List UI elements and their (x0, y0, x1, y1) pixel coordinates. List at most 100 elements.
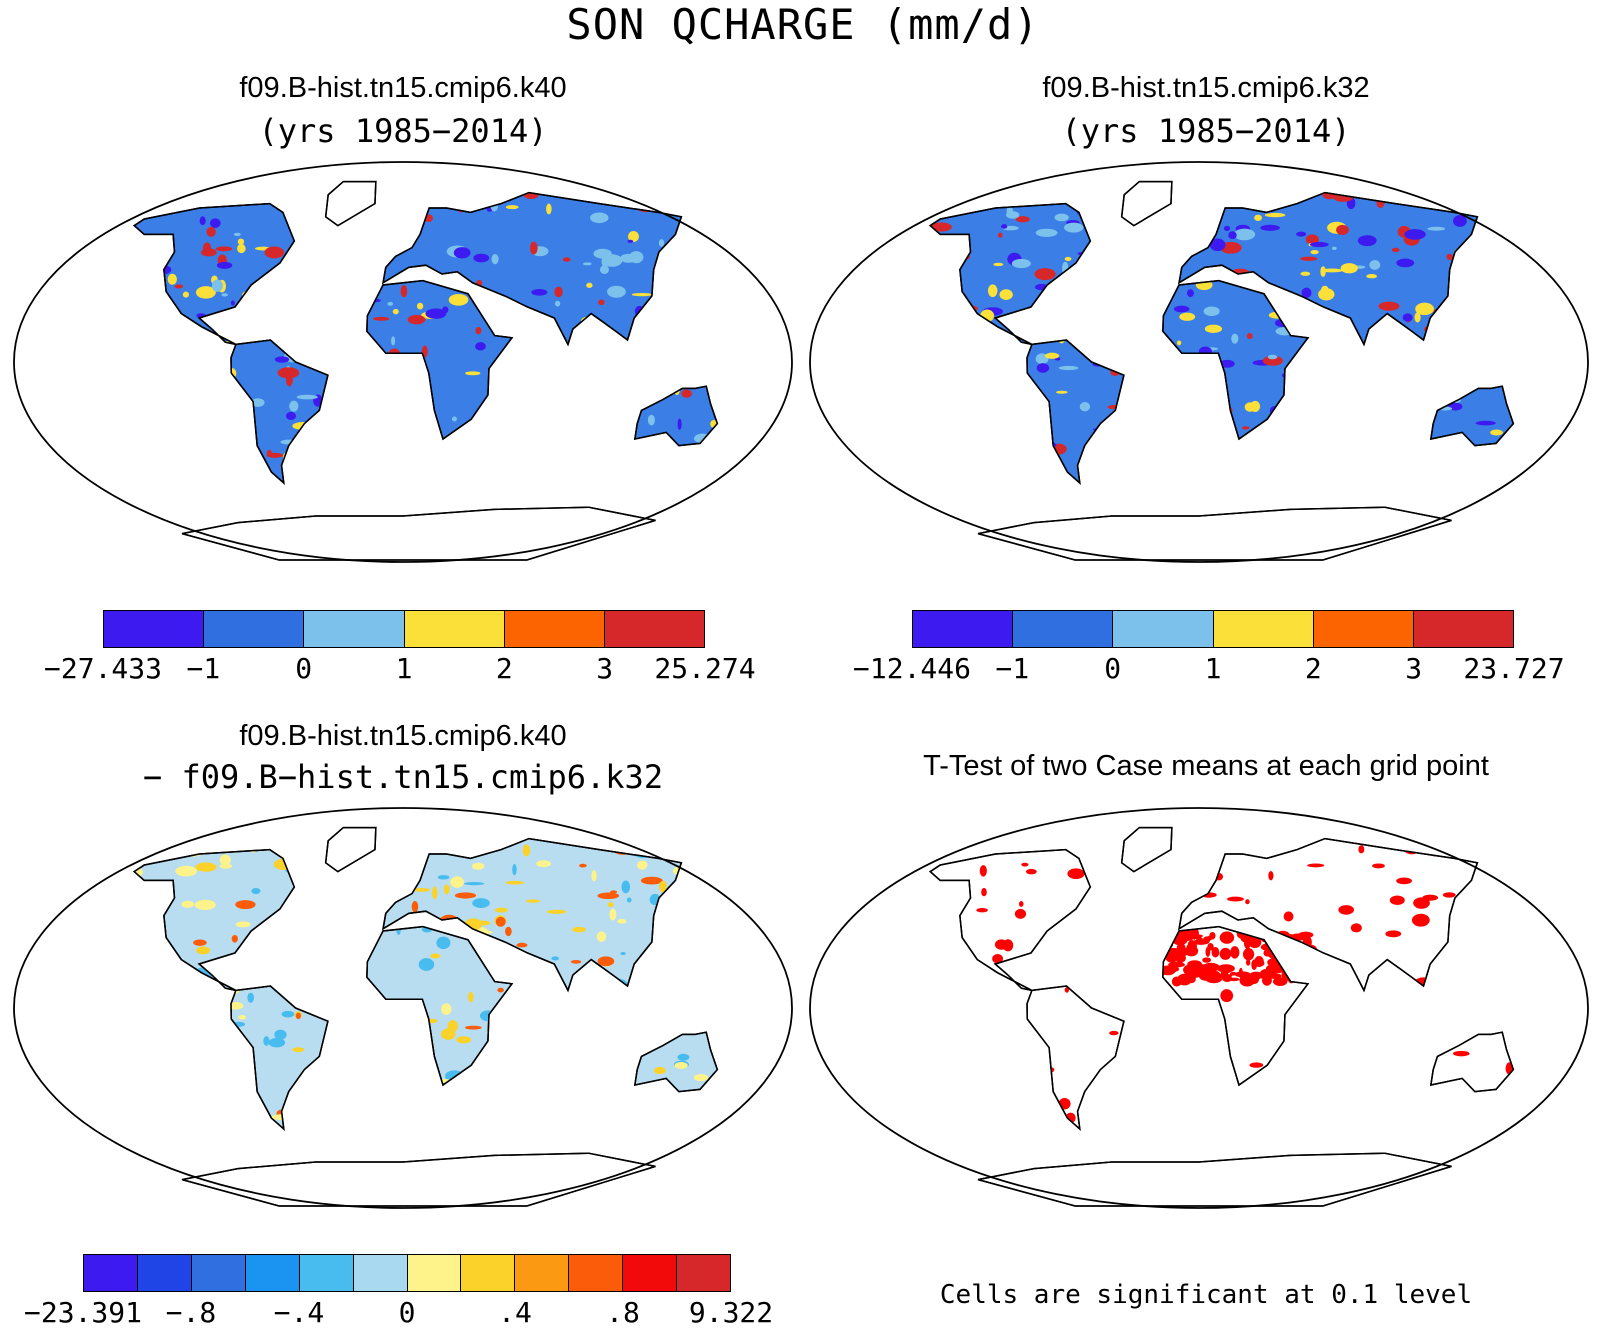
field-patch (148, 426, 159, 432)
field-patch (463, 461, 479, 467)
field-patch (1234, 971, 1251, 978)
field-patch (590, 212, 609, 224)
field-patch (1163, 467, 1177, 474)
coastline-af (1162, 279, 1310, 441)
field-patch (628, 231, 639, 242)
field-patch (1157, 1023, 1175, 1031)
field-patch (1349, 349, 1369, 356)
field-patch (380, 869, 395, 877)
field-patch (1306, 462, 1318, 466)
field-patch (968, 838, 976, 845)
field-patch (1244, 402, 1256, 412)
field-patch (294, 869, 299, 882)
colorbar-tick-label: 3 (1405, 652, 1423, 685)
field-patch (1473, 330, 1482, 334)
figure-title: SON QCHARGE (mm/d) (566, 0, 1040, 49)
field-patch (134, 331, 142, 340)
field-patch (98, 897, 104, 908)
land-gr (324, 826, 377, 873)
field-patch (876, 304, 885, 308)
field-patch (589, 463, 608, 472)
field-patch (674, 912, 696, 924)
colorbar-tick-label: 0 (398, 1296, 416, 1329)
field-patch (1456, 254, 1469, 268)
field-patch (509, 411, 528, 422)
field-patch (446, 1103, 469, 1116)
colorbar-tick-label: −1 (995, 652, 1030, 685)
field-patch (562, 257, 571, 262)
field-patch (1392, 195, 1409, 201)
field-patch (1184, 945, 1199, 957)
field-patch (1300, 256, 1318, 261)
field-patch (311, 200, 323, 213)
field-patch (1286, 962, 1301, 966)
field-patch (281, 1010, 295, 1018)
field-patch (274, 1029, 287, 1040)
field-patch (728, 320, 743, 331)
field-patch (670, 237, 689, 244)
field-patch (546, 203, 552, 215)
field-patch (1097, 238, 1118, 249)
field-patch (901, 342, 905, 352)
field-patch (246, 424, 254, 431)
field-patch (238, 984, 253, 988)
field-patch (666, 318, 680, 324)
field-patch (430, 953, 441, 959)
field-patch (74, 1091, 82, 1103)
field-patch (148, 1016, 164, 1029)
field-patch (1396, 877, 1413, 885)
field-patch (1322, 192, 1337, 200)
field-patch (1197, 195, 1205, 202)
field-patch (930, 1069, 938, 1083)
field-patch (990, 380, 997, 384)
field-patch (911, 341, 927, 354)
field-patch (571, 984, 584, 995)
field-patch (1228, 231, 1237, 240)
field-patch (1388, 1024, 1402, 1031)
field-patch (1015, 216, 1030, 223)
field-patch (172, 989, 186, 994)
colorbar-tick-label: −27.433 (43, 652, 163, 685)
field-patch (80, 348, 84, 357)
field-patch (167, 1034, 182, 1042)
colorbar-tick-label: 0 (1104, 652, 1122, 685)
field-patch (1220, 989, 1234, 1003)
land-af (366, 925, 514, 1087)
field-patch (892, 434, 910, 440)
field-patch (215, 432, 234, 442)
colorbar-tick-label: 25.274 (654, 652, 756, 685)
field-patch (1064, 987, 1070, 993)
field-patch (1474, 1099, 1481, 1109)
field-patch (601, 256, 607, 267)
field-patch (601, 254, 623, 267)
field-patch (370, 1087, 379, 1095)
field-patch (243, 1085, 259, 1092)
field-patch (1295, 967, 1308, 980)
coastline-eu (382, 837, 683, 993)
field-patch (1288, 448, 1295, 460)
field-patch (680, 890, 687, 897)
field-patch (1453, 1050, 1470, 1057)
field-patch (1283, 962, 1300, 970)
field-patch (879, 327, 888, 333)
field-patch (1006, 211, 1020, 219)
field-patch (448, 293, 469, 306)
field-patch (1054, 213, 1069, 222)
colorbar-swatch (104, 611, 205, 647)
field-patch (134, 245, 153, 253)
field-patch (268, 1037, 286, 1048)
field-patch (134, 898, 151, 908)
field-patch (320, 205, 326, 209)
field-patch (1346, 341, 1360, 353)
field-patch (260, 291, 266, 301)
field-patch (1186, 289, 1194, 297)
field-patch (1350, 923, 1362, 933)
field-patch (309, 904, 323, 914)
field-patch (1446, 253, 1453, 260)
field-patch (415, 1077, 436, 1087)
field-patch (494, 907, 508, 913)
field-patch (295, 1012, 301, 1020)
field-patch (409, 847, 416, 857)
field-patch (1261, 975, 1272, 986)
field-patch (993, 262, 1004, 267)
